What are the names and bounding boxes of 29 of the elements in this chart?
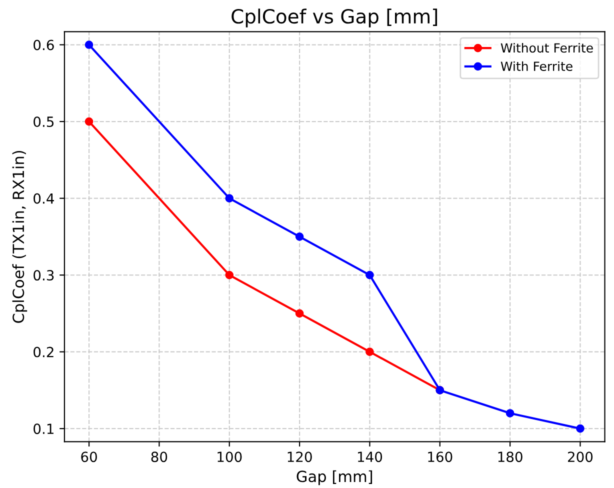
x-tick-label: 200 bbox=[568, 452, 593, 462]
y-tick-label: 0.6 bbox=[34, 40, 54, 50]
chart-title: CplCoef vs Gap [mm] bbox=[232, 8, 438, 28]
y-tick-label: 0.3 bbox=[34, 270, 54, 281]
point bbox=[295, 309, 304, 318]
point bbox=[506, 409, 514, 418]
point bbox=[225, 194, 234, 202]
x-tick-label: 100 bbox=[218, 452, 242, 462]
y-axis-title: CplCoef (TX1in, RX1in) bbox=[12, 150, 28, 323]
x-tick-label: 120 bbox=[288, 452, 312, 462]
point bbox=[295, 232, 304, 241]
y-tick-label: 0.4 bbox=[34, 193, 54, 204]
x-tick-label: 140 bbox=[358, 452, 382, 462]
x-tick-label: 180 bbox=[498, 452, 522, 462]
point bbox=[84, 40, 94, 49]
y-tick-label: 0.5 bbox=[34, 116, 54, 128]
point bbox=[366, 348, 374, 356]
x-tick-label: 80 bbox=[151, 452, 168, 462]
point bbox=[225, 270, 234, 280]
point bbox=[84, 117, 94, 126]
point bbox=[576, 424, 584, 433]
y-tick-label: 0.1 bbox=[34, 424, 54, 434]
legend-label: With Ferrite bbox=[500, 61, 572, 71]
x-axis-title: Gap [mm] bbox=[296, 470, 372, 486]
x-tick-label: 160 bbox=[428, 452, 452, 462]
point bbox=[366, 270, 374, 280]
y-tick-label: 0.2 bbox=[34, 346, 54, 358]
x-tick-label: 60 bbox=[81, 452, 97, 462]
legend-label: Without Ferrite bbox=[500, 42, 593, 53]
